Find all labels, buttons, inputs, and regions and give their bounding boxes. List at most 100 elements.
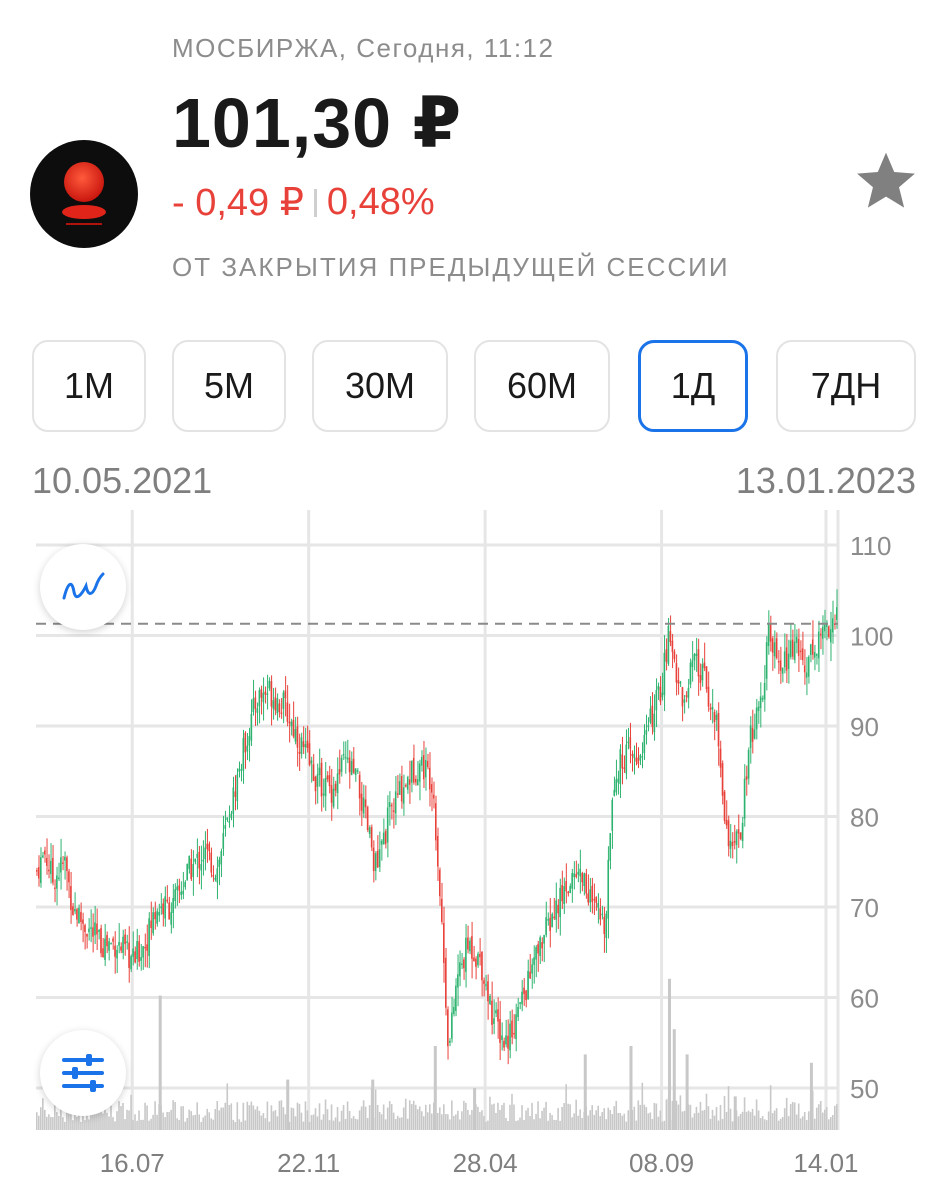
volume-bar (519, 1117, 521, 1130)
candle-body (821, 626, 824, 639)
candle-body (398, 781, 401, 795)
volume-bar (787, 1116, 790, 1130)
candle-body (479, 953, 481, 958)
session-note: ОТ ЗАКРЫТИЯ ПРЕДЫДУЩЕЙ СЕССИИ (172, 252, 730, 282)
candle-body (46, 857, 48, 866)
price-chart[interactable]: 110 100 90 80 70 60 50 16.07 22.11 28.04 08.09 14.0… (0, 500, 944, 1200)
candle-body (100, 928, 102, 954)
candle-body (485, 984, 487, 986)
candle-body (669, 631, 672, 643)
volume-bar (559, 1120, 561, 1130)
period-tab-30m[interactable]: 30М (312, 340, 448, 432)
candle-body (757, 706, 760, 712)
volume-bar (587, 1115, 589, 1130)
candle-body (745, 776, 748, 780)
volume-bar (463, 1100, 465, 1130)
volume-bar (605, 1119, 608, 1130)
volume-bar (699, 1101, 702, 1130)
volume-bar (38, 1115, 40, 1130)
period-tab-1d[interactable]: 1Д (638, 340, 748, 432)
x-tick-label: 14.01 (793, 1148, 858, 1178)
volume-bar (751, 1108, 754, 1130)
chart-settings-button[interactable] (40, 1030, 126, 1116)
candle-body (412, 757, 415, 783)
candle-body (80, 912, 82, 923)
candle-body (671, 640, 674, 653)
candle-body (523, 987, 525, 995)
volume-bar (485, 1121, 487, 1130)
volume-bar (455, 1114, 457, 1130)
volume-bar (789, 1104, 792, 1130)
volume-bar (382, 1104, 385, 1130)
volume-bar (430, 1113, 433, 1130)
candle-body (60, 857, 62, 873)
volume-bar (254, 1109, 257, 1130)
volume-bar (449, 1119, 451, 1130)
volume-bar (719, 1104, 722, 1130)
volume-bar (815, 1107, 818, 1130)
volume-bar (707, 1106, 710, 1130)
volume-bar (773, 1110, 776, 1130)
candle-body (344, 756, 347, 759)
volume-bar (220, 1107, 223, 1130)
candle-body (356, 770, 359, 772)
volume-bar (447, 1114, 449, 1130)
volume-bar (467, 1109, 469, 1130)
candle-body (815, 653, 818, 656)
candle-body (823, 624, 826, 632)
volume-bar (166, 1112, 168, 1130)
volume-bar (74, 1111, 76, 1130)
period-tab-1m[interactable]: 1М (32, 340, 146, 432)
candle-body (731, 842, 734, 846)
volume-bar (465, 1102, 467, 1130)
volume-bar (505, 1117, 507, 1130)
candle-body (434, 803, 437, 841)
candle-body (805, 672, 808, 678)
candle-body (386, 807, 389, 843)
candle-body (366, 807, 369, 831)
volume-bar (72, 1120, 74, 1130)
volume-bar (817, 1104, 820, 1130)
chart-type-button[interactable] (40, 544, 126, 630)
favorite-star-button[interactable] (852, 150, 920, 216)
candle-body (144, 946, 146, 949)
candle-body (382, 832, 385, 845)
candle-body (322, 793, 325, 796)
period-tab-7d[interactable]: 7ДН (776, 340, 916, 432)
volume-bar (256, 1106, 259, 1130)
volume-bar (679, 1095, 682, 1130)
candle-body (539, 937, 541, 957)
candle-body (212, 875, 215, 877)
candle-body (653, 713, 656, 733)
volume-bar (172, 1100, 174, 1130)
volume-bar (178, 1119, 180, 1130)
period-tab-5m[interactable]: 5М (172, 340, 286, 432)
volume-bar (507, 1121, 509, 1130)
volume-bar (396, 1115, 399, 1130)
volume-spike (685, 1054, 689, 1130)
volume-bar (348, 1110, 351, 1130)
candle-body (611, 799, 614, 831)
candle-body (439, 869, 441, 897)
candle-body (489, 995, 491, 1004)
candle-body (380, 840, 383, 845)
candle-body (328, 775, 331, 787)
volume-bar (549, 1112, 551, 1130)
candle-body (505, 1035, 507, 1045)
candle-body (501, 1035, 503, 1040)
candle-body (154, 912, 156, 920)
candle-body (705, 666, 708, 690)
candle-body (86, 934, 88, 937)
candle-body (298, 751, 301, 754)
period-tab-60m[interactable]: 60М (474, 340, 610, 432)
candle-body (324, 778, 327, 797)
candle-body (396, 793, 399, 795)
candle-body (216, 868, 219, 883)
volume-bar (643, 1104, 646, 1130)
volume-bar (278, 1100, 281, 1130)
candle-body (687, 687, 690, 698)
candle-body (238, 768, 241, 772)
volume-bar (258, 1110, 261, 1130)
volume-bar (443, 1104, 445, 1130)
candle-body (527, 970, 529, 1000)
